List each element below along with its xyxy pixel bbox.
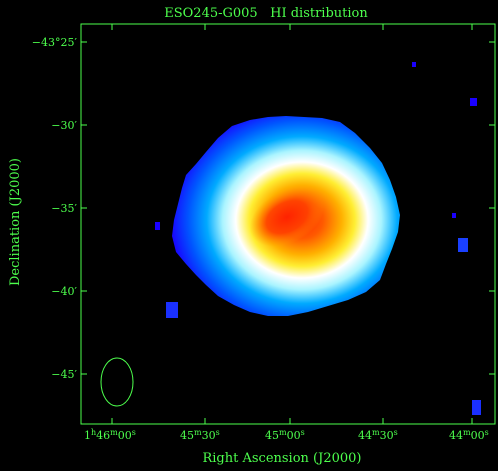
x-tick-label: 1h46m00s: [84, 428, 136, 442]
x-axis: [111, 24, 473, 424]
hi-clump: [155, 222, 160, 230]
hi-clump: [412, 62, 416, 67]
x-tick-labels: 1h46m00s 45m30s 45m00s 44m30s 44m00s: [84, 428, 489, 442]
y-axis: [81, 41, 495, 375]
hi-clump: [472, 400, 481, 415]
x-tick-label: 44m30s: [358, 428, 398, 442]
y-tick-label: −43°25′: [32, 36, 78, 49]
y-tick-label: −30′: [51, 119, 77, 132]
y-tick-label: −45′: [51, 368, 77, 381]
x-tick-label: 45m00s: [265, 428, 305, 442]
y-tick-label: −40′: [51, 285, 77, 298]
x-axis-title: Right Ascension (J2000): [202, 451, 361, 466]
hi-clump: [166, 302, 178, 318]
hi-clump: [458, 238, 468, 252]
hi-peak-core: [249, 187, 325, 247]
hi-emission-map: [155, 62, 481, 415]
plot-frame: [80, 23, 496, 425]
y-tick-label: −35′: [51, 202, 77, 215]
y-tick-labels: −43°25′ −30′ −35′ −40′ −45′: [32, 36, 78, 381]
hi-clump: [470, 98, 477, 106]
x-tick-label: 44m00s: [449, 428, 489, 442]
hi-clump: [452, 213, 456, 218]
y-axis-title: Declination (J2000): [8, 158, 23, 286]
synthesized-beam-ellipse: [100, 357, 134, 407]
x-tick-label: 45m30s: [180, 428, 220, 442]
figure-title: ESO245-G005 HI distribution: [164, 6, 368, 21]
